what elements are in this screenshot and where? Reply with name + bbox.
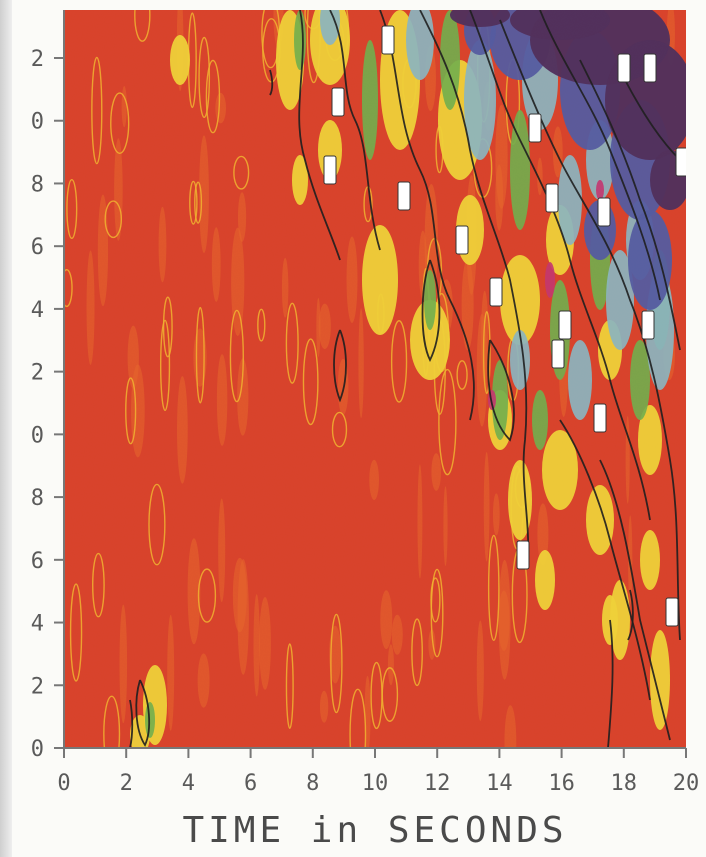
x-axis-title: TIME in SECONDS — [182, 810, 567, 851]
y-tick-label: 8 — [31, 172, 44, 197]
contour-line — [559, 419, 651, 701]
contour-line — [379, 10, 475, 421]
y-tick-label: 0 — [31, 737, 44, 762]
contour-label — [528, 113, 542, 143]
contour-label — [593, 403, 607, 433]
contour-label — [643, 53, 657, 83]
contour-label — [489, 277, 503, 307]
x-tick-label: 18 — [611, 771, 638, 796]
y-tick-label: 0 — [31, 423, 44, 448]
contour-label — [675, 147, 686, 177]
contour-label — [455, 225, 469, 255]
contour-label — [641, 310, 655, 340]
contour-label — [397, 181, 411, 211]
y-tick-label: 2 — [31, 47, 44, 72]
contour-line — [539, 10, 661, 301]
x-tick-label: 14 — [486, 771, 513, 796]
page-edge — [0, 0, 12, 857]
heatmap-plot-area — [64, 10, 686, 748]
contour-label — [331, 87, 345, 117]
contour-line — [298, 10, 341, 261]
contour-line — [469, 10, 651, 521]
contour-label — [323, 155, 337, 185]
x-tick-label: 10 — [362, 771, 389, 796]
contour-label — [551, 339, 565, 369]
contour-line — [627, 589, 634, 641]
contour-line — [487, 339, 515, 442]
contour-label — [381, 25, 395, 55]
contour-label — [516, 540, 530, 570]
contour-line — [333, 329, 347, 403]
x-tick-label: 8 — [306, 771, 319, 796]
contour-line — [269, 69, 274, 96]
contour-label — [617, 53, 631, 83]
contour-lines — [129, 10, 681, 748]
contour-line — [421, 259, 441, 363]
contour-line — [599, 459, 671, 741]
y-tick-label: 6 — [31, 549, 44, 574]
contour-label — [665, 597, 679, 627]
contour-label — [597, 197, 611, 227]
contour-line — [579, 59, 681, 351]
contour-labels — [323, 25, 686, 627]
x-tick-label: 12 — [424, 771, 451, 796]
y-tick-label: 8 — [31, 486, 44, 511]
y-tick-label: 6 — [31, 235, 44, 260]
x-tick-label: 4 — [182, 771, 195, 796]
contour-line — [329, 10, 381, 251]
x-tick-label: 20 — [673, 771, 700, 796]
contour-line — [607, 619, 614, 748]
contour-line — [419, 10, 530, 561]
heatmap-texture — [64, 10, 686, 748]
y-tick-label: 2 — [31, 361, 44, 386]
x-tick-label: 6 — [244, 771, 257, 796]
x-tick-label: 16 — [548, 771, 575, 796]
contour-line — [135, 679, 150, 747]
x-tick-label: 2 — [120, 771, 133, 796]
y-tick-label: 4 — [31, 612, 44, 637]
y-tick-label: 2 — [31, 674, 44, 699]
contour-label — [545, 183, 559, 213]
y-tick-label: 0 — [31, 110, 44, 135]
y-tick-label: 4 — [31, 298, 44, 323]
contour-label — [558, 310, 572, 340]
contour-line — [499, 19, 681, 641]
contour-line — [129, 699, 134, 748]
x-tick-label: 0 — [57, 771, 70, 796]
